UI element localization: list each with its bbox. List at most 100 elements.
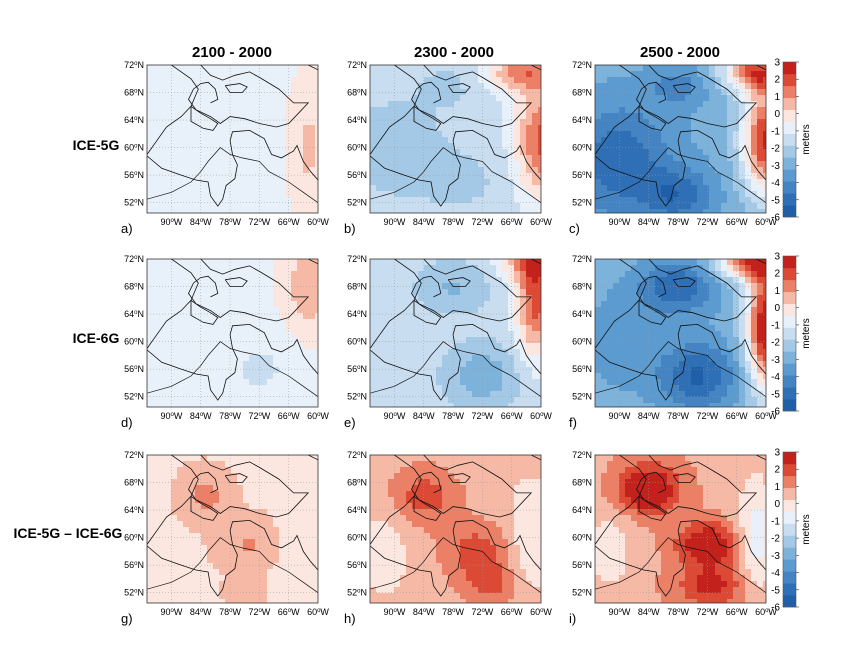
heat-cell bbox=[225, 301, 232, 308]
heat-cell bbox=[388, 143, 395, 150]
heat-cell bbox=[532, 379, 539, 386]
heat-cell bbox=[195, 295, 202, 302]
heat-cell bbox=[147, 107, 154, 114]
heat-cell bbox=[213, 301, 220, 308]
heat-cell bbox=[490, 385, 497, 392]
heat-cell bbox=[177, 265, 184, 272]
heat-cell bbox=[261, 209, 268, 213]
heat-cell bbox=[472, 259, 479, 266]
heat-cell bbox=[183, 391, 190, 398]
heat-cell bbox=[400, 271, 407, 278]
heat-cell bbox=[177, 65, 184, 72]
heat-cell bbox=[309, 155, 316, 162]
heat-cell bbox=[490, 307, 497, 314]
heat-cell bbox=[394, 197, 401, 204]
heat-cell bbox=[291, 179, 298, 186]
heat-cell bbox=[309, 515, 316, 522]
heat-cell bbox=[237, 337, 244, 344]
heat-cell bbox=[285, 277, 292, 284]
heat-cell bbox=[376, 191, 383, 198]
heat-cell bbox=[613, 367, 620, 374]
heat-cell bbox=[418, 179, 425, 186]
heat-cell bbox=[207, 71, 214, 78]
heat-cell bbox=[454, 295, 461, 302]
heat-cell bbox=[376, 325, 383, 332]
heat-cell bbox=[201, 473, 208, 480]
heat-cell bbox=[538, 107, 541, 114]
heat-cell bbox=[237, 197, 244, 204]
heat-cell bbox=[619, 77, 626, 84]
heat-cell bbox=[607, 349, 614, 356]
heat-cell bbox=[303, 259, 310, 266]
heat-cell bbox=[285, 173, 292, 180]
heat-cell bbox=[733, 143, 740, 150]
heat-cell bbox=[538, 65, 541, 72]
heat-cell bbox=[171, 473, 178, 480]
heat-cell bbox=[751, 391, 758, 398]
heat-cell bbox=[526, 271, 533, 278]
heat-cell bbox=[691, 65, 698, 72]
heat-cell bbox=[619, 197, 626, 204]
heat-cell bbox=[177, 277, 184, 284]
heat-cell bbox=[400, 161, 407, 168]
heat-cell bbox=[697, 125, 704, 132]
heat-cell bbox=[484, 137, 491, 144]
heat-cell bbox=[478, 95, 485, 102]
heat-cell bbox=[183, 355, 190, 362]
heat-cell bbox=[231, 161, 238, 168]
heat-cell bbox=[285, 113, 292, 120]
heat-cell bbox=[424, 155, 431, 162]
heat-cell bbox=[703, 71, 710, 78]
heat-cell bbox=[243, 503, 250, 510]
heat-cell bbox=[649, 179, 656, 186]
heat-cell bbox=[466, 191, 473, 198]
heat-cell bbox=[309, 259, 316, 266]
heat-cell bbox=[388, 319, 395, 326]
heat-cell bbox=[273, 355, 280, 362]
heat-cell bbox=[400, 379, 407, 386]
heat-cell bbox=[201, 119, 208, 126]
heat-cell bbox=[514, 65, 521, 72]
heat-cell bbox=[526, 155, 533, 162]
heat-cell bbox=[400, 313, 407, 320]
heat-cell bbox=[153, 271, 160, 278]
heat-cell bbox=[303, 295, 310, 302]
heat-cell bbox=[243, 155, 250, 162]
heat-cell bbox=[496, 307, 503, 314]
x-tick-label: 72oW bbox=[248, 217, 270, 227]
heat-cell bbox=[213, 367, 220, 374]
heat-cell bbox=[213, 337, 220, 344]
heat-cell bbox=[643, 83, 650, 90]
heat-cell bbox=[454, 77, 461, 84]
heat-cell bbox=[685, 373, 692, 380]
heat-cell bbox=[607, 149, 614, 156]
heat-cell bbox=[661, 131, 668, 138]
heat-cell bbox=[189, 191, 196, 198]
heat-cell bbox=[739, 343, 746, 350]
heat-cell bbox=[219, 101, 226, 108]
heat-cell bbox=[183, 65, 190, 72]
heat-cell bbox=[249, 265, 256, 272]
heat-cell bbox=[763, 259, 766, 266]
heat-cell bbox=[745, 119, 752, 126]
heat-cell bbox=[661, 113, 668, 120]
heat-cell bbox=[763, 349, 766, 356]
heat-cell bbox=[733, 319, 740, 326]
heat-cell bbox=[526, 143, 533, 150]
heat-cell bbox=[430, 319, 437, 326]
heat-cell bbox=[697, 313, 704, 320]
heat-cell bbox=[637, 337, 644, 344]
heat-cell bbox=[159, 173, 166, 180]
heat-cell bbox=[739, 391, 746, 398]
heat-cell bbox=[709, 83, 716, 90]
heat-cell bbox=[231, 515, 238, 522]
heat-cell bbox=[442, 95, 449, 102]
heat-cell bbox=[595, 319, 602, 326]
heat-cell bbox=[255, 173, 262, 180]
heat-cell bbox=[436, 403, 443, 407]
heat-cell bbox=[213, 143, 220, 150]
heat-cell bbox=[733, 83, 740, 90]
heat-cell bbox=[279, 113, 286, 120]
heat-cell bbox=[418, 71, 425, 78]
